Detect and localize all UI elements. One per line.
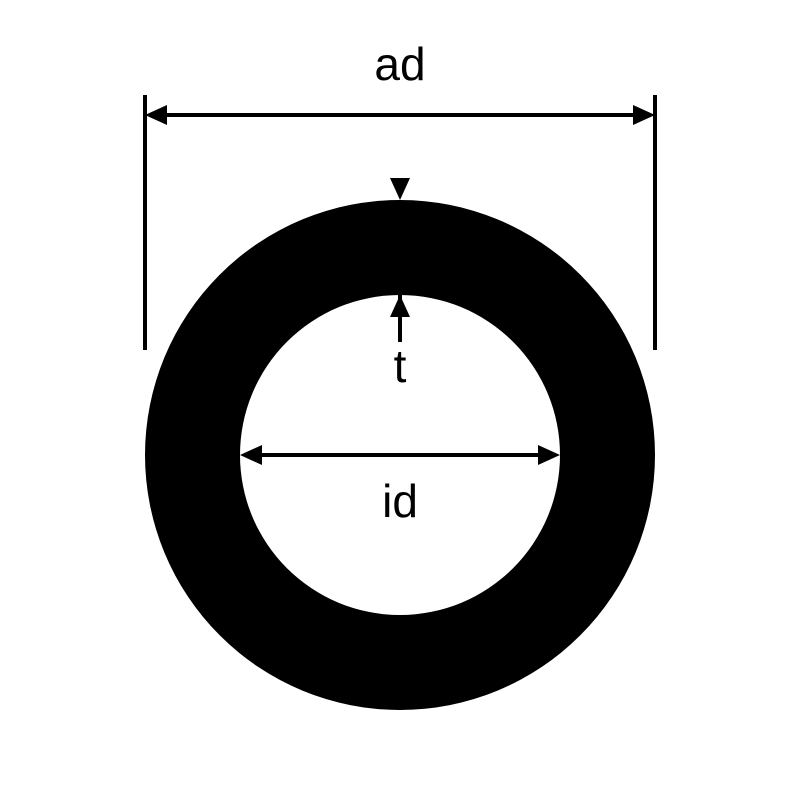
ring-cross-section-diagram: ad id t: [0, 0, 800, 800]
label-id: id: [382, 475, 418, 527]
label-t: t: [394, 340, 407, 392]
label-ad: ad: [374, 38, 425, 90]
